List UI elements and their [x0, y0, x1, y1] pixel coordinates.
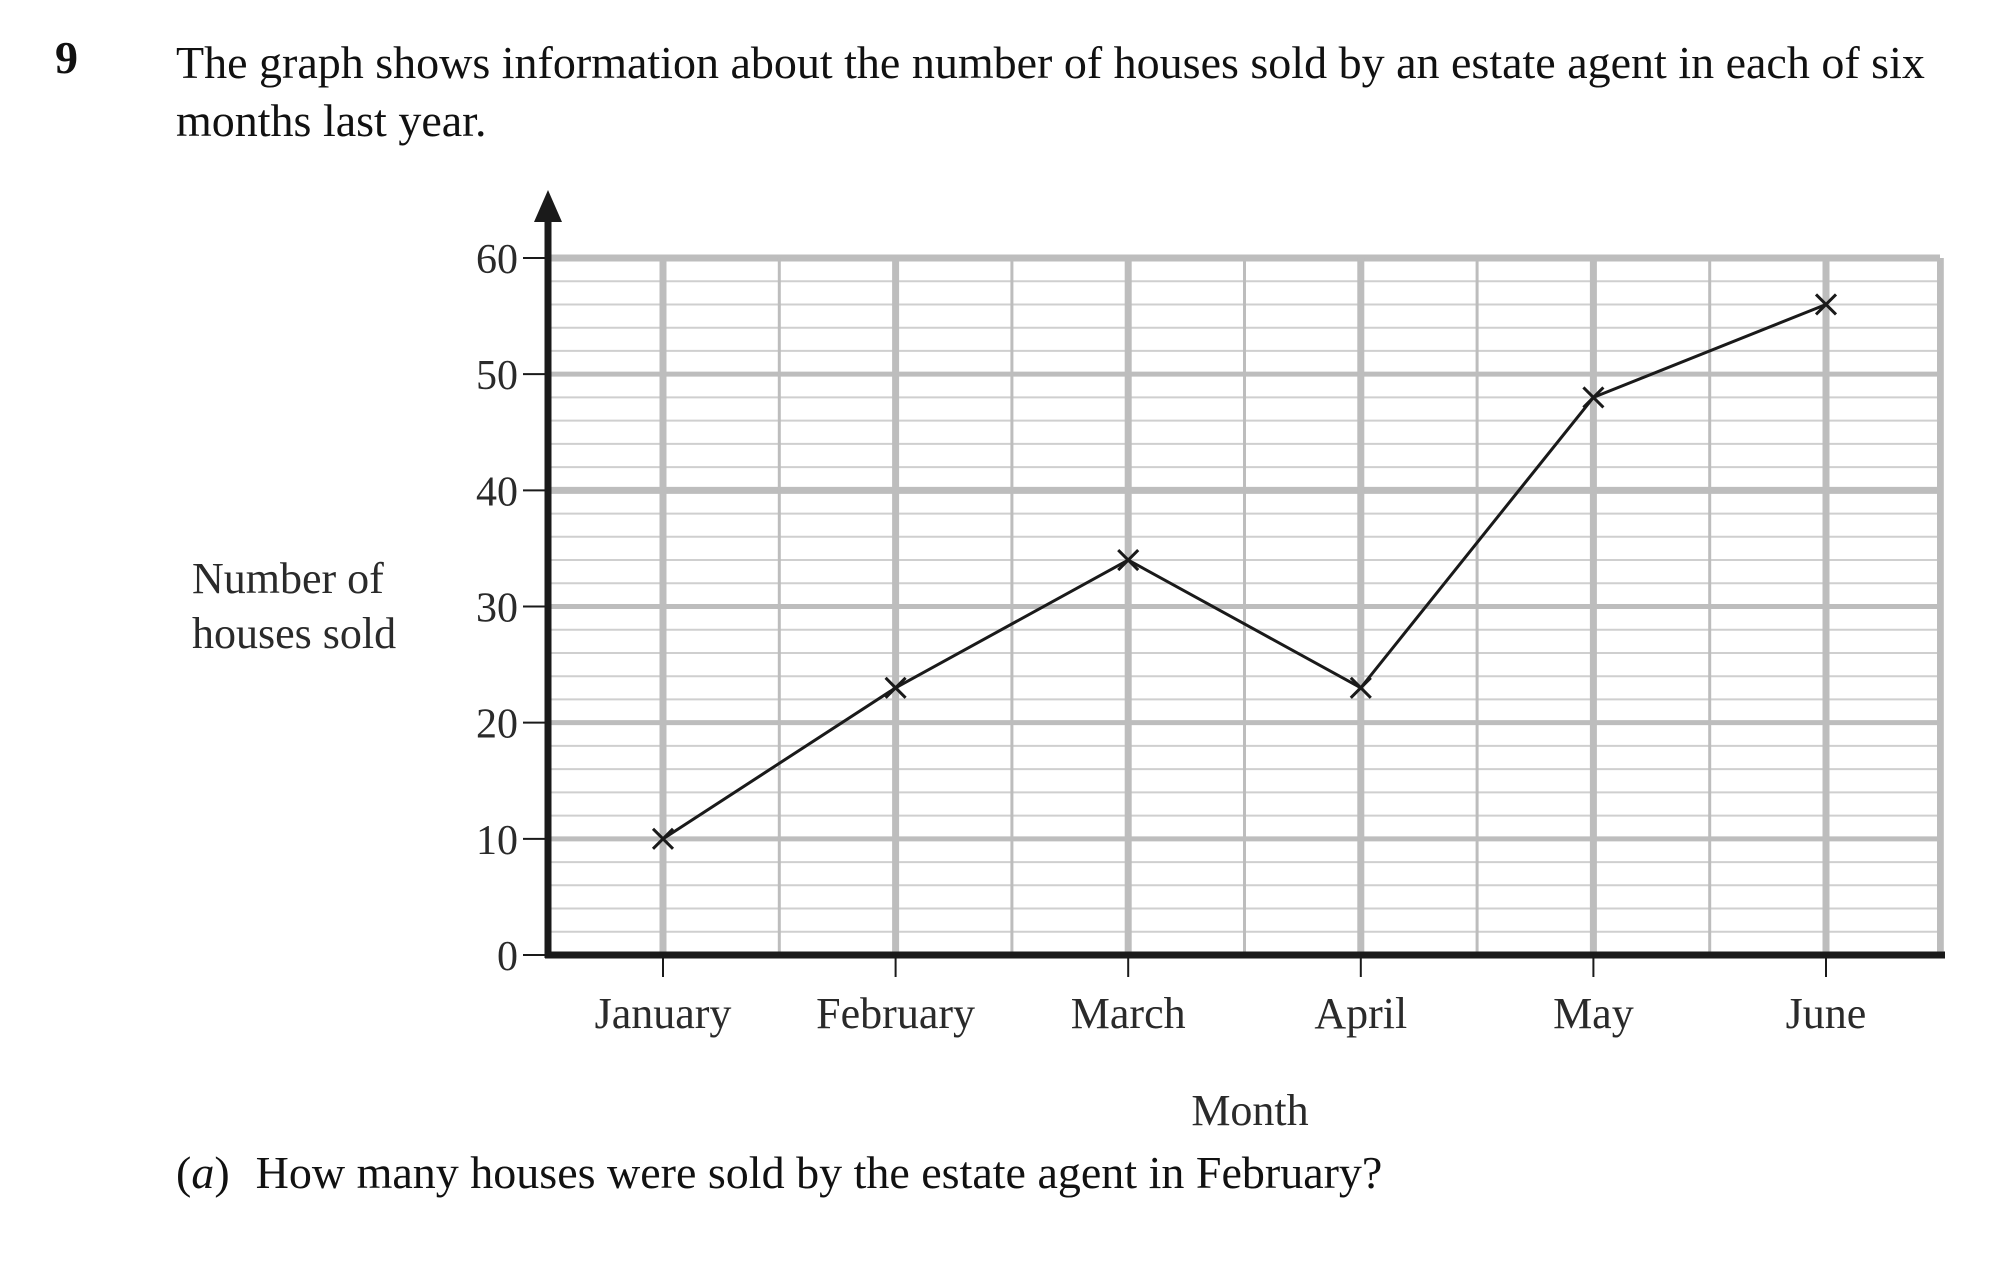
chart-axes: [534, 190, 1945, 959]
y-tick-label: 0: [497, 934, 518, 980]
chart-ticks: 0 10 20 30 40 50 60 January February March April Ma…: [476, 237, 1866, 1038]
x-tick-label: February: [816, 989, 975, 1038]
x-tick-label: May: [1553, 989, 1634, 1038]
chart-grid: [548, 254, 1944, 955]
chart-series: [651, 293, 1838, 850]
y-tick-label: 10: [476, 818, 518, 864]
y-axis-label-line1: Number of: [192, 554, 384, 603]
y-tick-label: 20: [476, 702, 518, 748]
sub-question-text: How many houses were sold by the estate …: [255, 1147, 1383, 1198]
x-tick-label: April: [1314, 989, 1407, 1038]
question-stem: The graph shows information about the nu…: [176, 37, 1925, 146]
part-label: (a): [176, 1147, 230, 1198]
question-number: 9: [55, 32, 78, 83]
x-tick-label: June: [1786, 989, 1867, 1038]
y-tick-label: 60: [476, 237, 518, 283]
x-tick-label: March: [1071, 989, 1186, 1038]
data-point-marker: [651, 827, 675, 850]
data-point-marker: [884, 676, 907, 699]
data-point-marker: [1582, 386, 1605, 409]
data-point-marker: [1349, 676, 1372, 699]
sub-question-a: (a) How many houses were sold by the esta…: [176, 1150, 1382, 1196]
x-tick-label: January: [595, 989, 732, 1038]
data-point-marker: [1117, 548, 1140, 572]
data-point-marker: [1814, 293, 1838, 316]
y-axis-label-line2: houses sold: [192, 609, 396, 658]
y-tick-label: 40: [476, 469, 518, 515]
y-axis-arrow: [534, 190, 562, 222]
x-axis-label: Month: [1191, 1086, 1308, 1135]
y-tick-label: 30: [476, 586, 518, 632]
series-line: [662, 303, 1827, 841]
y-tick-label: 50: [476, 353, 518, 399]
